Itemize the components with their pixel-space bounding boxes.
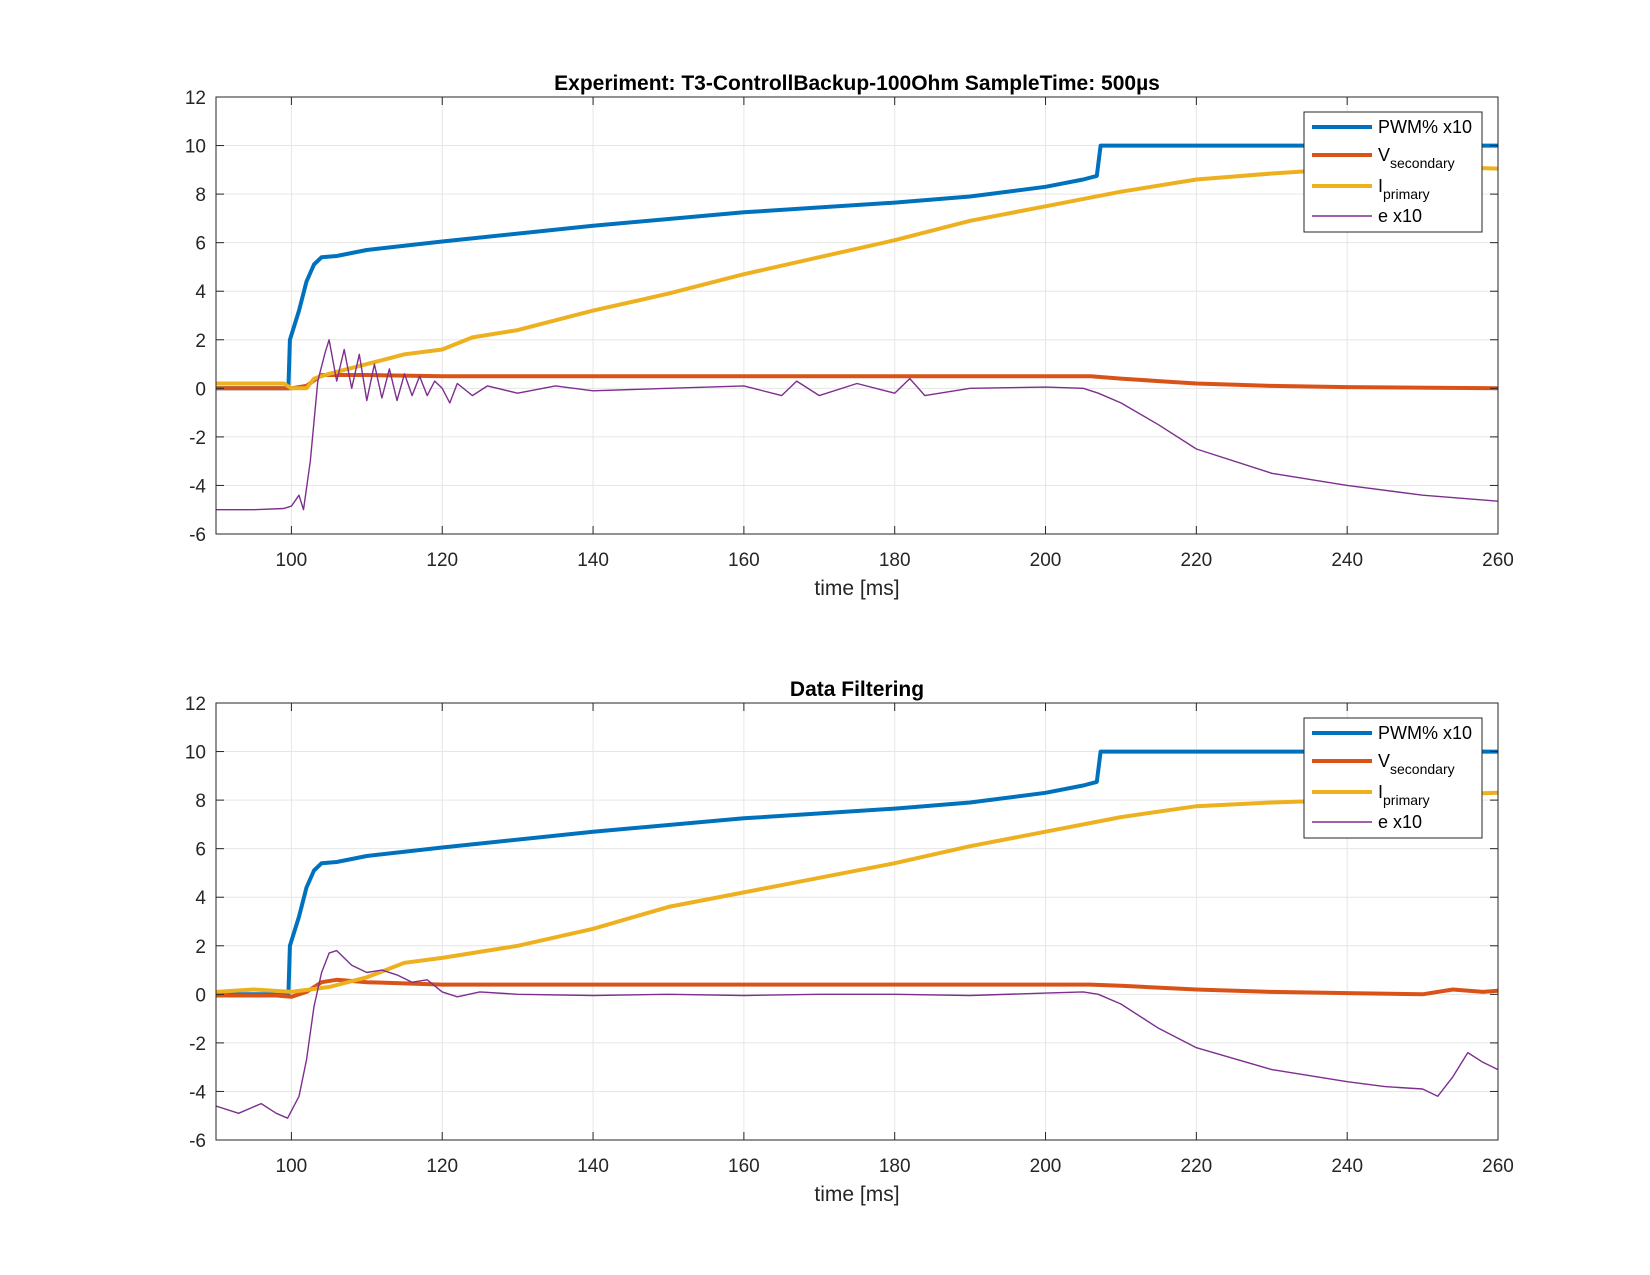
y-tick-label: 0 [195,379,206,400]
x-tick-label: 120 [426,1156,458,1177]
series-line-pwm-x10 [216,143,1498,391]
plot-experiment: 100 120 140 160 180 200 220 240 260 -6 -4 -2 0 2 4 6 8 10… [185,72,1514,600]
x-tick-label: 200 [1030,1156,1062,1177]
x-tick-label: 240 [1331,1156,1363,1177]
y-tick-label: -2 [189,1034,206,1055]
y-tick-label: 0 [195,985,206,1006]
series-line-pwm-x10 [216,749,1498,997]
x-tick-label: 160 [728,550,760,571]
legend-entry: e x10 [1378,206,1422,226]
legend-box [1303,717,1483,839]
series-group [216,143,1498,511]
plot-area [216,703,1498,1140]
x-tick-label: 220 [1181,550,1213,571]
y-tick-label: 2 [195,937,206,958]
series-line-iprimary [216,164,1498,391]
x-tick-label: 100 [276,1156,308,1177]
y-tick-label: 8 [195,185,206,206]
x-tick-label: 260 [1482,1156,1514,1177]
y-tick-label: 12 [185,694,206,715]
y-tick-label: 6 [195,840,206,861]
plot-area [216,97,1498,534]
y-tick-label: 8 [195,791,206,812]
y-tick-label: 10 [185,743,206,764]
y-tick-label: 4 [195,888,206,909]
y-tick-label: -4 [189,1082,206,1103]
chart-title: Data Filtering [790,678,924,701]
plot-data-filtering: 100 120 140 160 180 200 220 240 260 -6 -4 -2 0 2 4 6 8 10… [185,678,1514,1206]
x-tick-label: 220 [1181,1156,1213,1177]
x-tick-label: 180 [879,1156,911,1177]
y-tick-label: 10 [185,137,206,158]
chart-title: Experiment: T3-ControllBackup-100Ohm Sam… [554,72,1160,95]
x-tick-label: 120 [426,550,458,571]
x-tick-label: 140 [577,1156,609,1177]
x-tick-label: 260 [1482,550,1514,571]
axes-box [215,96,1499,535]
y-tick-label: -6 [189,525,206,546]
series-group [216,749,1498,1119]
y-tick-label: 12 [185,88,206,109]
x-tick-label: 180 [879,550,911,571]
y-tick-label: -4 [189,476,206,497]
x-axis-label: time [ms] [814,577,899,600]
series-line-iprimary [216,790,1498,994]
x-tick-label: 100 [276,550,308,571]
legend-entry: PWM% x10 [1378,723,1472,743]
x-tick-label: 200 [1030,550,1062,571]
y-tick-label: 4 [195,282,206,303]
x-tick-label: 240 [1331,550,1363,571]
series-line-e-x10 [216,949,1498,1119]
x-axis-label: time [ms] [814,1183,899,1206]
legend-entry: e x10 [1378,812,1422,832]
y-tick-label: 6 [195,234,206,255]
y-tick-label: -2 [189,428,206,449]
legend-entry: PWM% x10 [1378,117,1472,137]
x-tick-label: 160 [728,1156,760,1177]
legend-box [1303,111,1483,233]
series-line-e-x10 [216,339,1498,511]
y-tick-label: 2 [195,331,206,352]
y-tick-label: -6 [189,1131,206,1152]
axes-box [215,702,1499,1141]
x-tick-label: 140 [577,550,609,571]
